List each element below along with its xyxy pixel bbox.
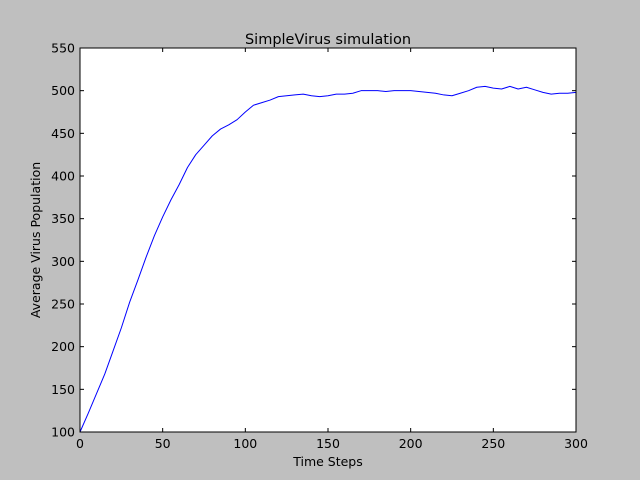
x-tick-label: 250 [481, 436, 505, 451]
y-tick-label: 550 [51, 41, 75, 56]
series-lines [79, 85, 577, 433]
y-tick-label: 200 [51, 339, 75, 354]
plot-frame [79, 47, 577, 433]
series-line-0 [79, 85, 577, 433]
x-tick-label: 150 [316, 436, 340, 451]
x-tick-label: 0 [76, 436, 84, 451]
x-tick-label: 300 [564, 436, 588, 451]
tick-labels: 0 50 100 150 200 250 300 100 150 200 250 300 350 400 4… [51, 41, 588, 452]
x-axis-label: Time Steps [292, 454, 363, 469]
chart-title: SimpleVirus simulation [245, 32, 411, 48]
x-tick-label: 50 [155, 436, 171, 451]
y-tick-label: 450 [51, 126, 75, 141]
y-tick-label: 400 [51, 169, 75, 184]
y-axis-label: Average Virus Population [28, 162, 43, 318]
y-tick-label: 350 [51, 211, 75, 226]
x-tick-label: 200 [399, 436, 423, 451]
x-tick-label: 100 [233, 436, 257, 451]
y-tick-label: 150 [51, 382, 75, 397]
plot-area-background [80, 48, 576, 432]
y-tick-label: 100 [51, 425, 75, 440]
y-tick-label: 250 [51, 297, 75, 312]
y-tick-label: 300 [51, 254, 75, 269]
y-tick-label: 500 [51, 83, 75, 98]
